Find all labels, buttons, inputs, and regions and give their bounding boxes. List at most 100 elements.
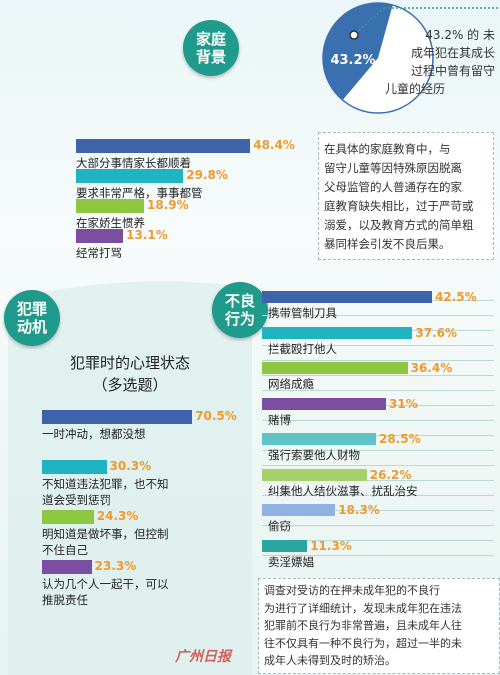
behavior-category-label: 偷窃 xyxy=(268,519,291,533)
family-note: 在具体的家庭教育中，与 留守儿童等因特殊原因脱离 父母监管的人普通存在的家 庭教… xyxy=(324,140,490,254)
motive-category-label: 不住自己 xyxy=(42,543,88,557)
behavior-category-label: 携带管制刀具 xyxy=(268,306,337,320)
behavior-category: 赌博 xyxy=(268,412,498,428)
motive-category-label: 认为几个人一起干，可以 xyxy=(42,577,169,591)
motive-category: 认为几个人一起干，可以 推脱责任 xyxy=(42,576,242,608)
stripe-line xyxy=(262,510,494,511)
family-bar xyxy=(76,139,251,153)
family-category-label: 在家娇生惯养 xyxy=(76,216,145,230)
family-bar xyxy=(76,229,124,243)
text-line: 犯罪前不良行为非常普遍，且未成年人往 xyxy=(264,619,462,632)
family-note-box xyxy=(318,132,494,260)
behavior-bar xyxy=(262,326,413,339)
behavior-value-label: 26.2% xyxy=(369,467,412,482)
behavior-category: 偷窃 xyxy=(268,518,498,534)
motive-bar xyxy=(42,560,92,574)
behavior-category-label: 卖淫嫖娼 xyxy=(268,554,314,569)
family-category-label: 经常打骂 xyxy=(76,246,122,260)
motive-bar xyxy=(42,410,193,424)
motive-value-label: 30.3% xyxy=(109,459,152,473)
motive-bar xyxy=(42,510,94,524)
behavior-value-label: 36.4% xyxy=(410,361,453,375)
motive-title-block: 犯罪时的心理状态 （多选题） xyxy=(40,352,220,396)
stripe-line xyxy=(262,435,494,436)
motive-category: 一时冲动，想都没想 xyxy=(42,426,242,442)
text-line: 成年犯在其成长 xyxy=(410,46,495,60)
text-line: 留守儿童等因特殊原因脱离 xyxy=(324,161,462,175)
pie-slice-label: 43.2% xyxy=(330,53,375,68)
stripe-line xyxy=(262,480,494,481)
family-category: 在家娇生惯养 xyxy=(76,215,316,231)
behavior-category: 强行索要他人财物 xyxy=(268,447,498,463)
motive-category-label: 明知道是做坏事，但控制 xyxy=(42,527,169,541)
badge-line: 犯罪 xyxy=(16,300,47,318)
badge-criminal-motive: 犯罪 动机 xyxy=(4,290,60,346)
family-category-label: 大部分事情家长都顺着 xyxy=(76,156,191,170)
behavior-note: 调查对受访的在押未成年犯的不良行 为进行了详细统计，发现未成年犯在违法 犯罪前不… xyxy=(264,582,496,670)
stripe-line xyxy=(262,345,494,346)
badge-line: 动机 xyxy=(16,318,47,336)
behavior-category-label: 强行索要他人财物 xyxy=(268,448,360,462)
behavior-bar xyxy=(262,468,367,481)
behavior-bar xyxy=(262,433,376,445)
badge-line: 不良 xyxy=(224,292,255,310)
behavior-category-label: 赌博 xyxy=(268,412,291,427)
motive-category: 明知道是做坏事，但控制 不住自己 xyxy=(42,526,242,558)
text-line: 父母监管的人普通存在的家 xyxy=(324,180,462,194)
text-line: 43.2% 的 未 xyxy=(425,28,495,42)
motive-category: 不知道违法犯罪，也不知 道会受到惩罚 xyxy=(42,476,242,508)
badge-bad-behavior: 不良 行为 xyxy=(212,282,268,338)
behavior-category: 网络成瘾 xyxy=(268,376,498,392)
behavior-value-label: 28.5% xyxy=(379,432,421,446)
family-value-label: 29.8% xyxy=(186,168,228,182)
text-line: 在具体的家庭教育中，与 xyxy=(324,142,451,156)
behavior-bar xyxy=(262,291,432,303)
behavior-category-label: 网络成瘾 xyxy=(268,377,314,391)
pie-description: 43.2% 的 未 成年犯在其成长 过程中曾有留守 儿童的经历 xyxy=(385,26,495,98)
behavior-category: 携带管制刀具 xyxy=(268,305,498,321)
stripe-line xyxy=(262,465,494,466)
text-line: 庭教育缺失相比，过于严苛或 xyxy=(324,199,474,213)
stripe-line xyxy=(262,390,494,391)
behavior-value-label: 11.3% xyxy=(310,538,352,553)
badge-family-background: 家庭 背景 xyxy=(183,20,239,76)
motive-title: 犯罪时的心理状态 xyxy=(69,354,190,372)
stripe-line xyxy=(262,375,494,376)
stripe-line xyxy=(262,555,494,556)
motive-value-label: 24.3% xyxy=(96,509,139,523)
stripe-line xyxy=(262,360,494,361)
text-line: 溺爱，以及教育方式的简单粗 xyxy=(324,218,474,232)
family-category: 经常打骂 xyxy=(76,245,316,261)
motive-category-label: 道会受到惩罚 xyxy=(42,493,111,507)
badge-line: 行为 xyxy=(224,310,255,328)
stripe-line xyxy=(262,315,494,316)
pie-marker-dot xyxy=(349,30,359,40)
motive-panel-bg xyxy=(8,281,252,675)
stripe-line xyxy=(262,420,494,421)
behavior-bar xyxy=(262,362,408,374)
family-value-label: 18.9% xyxy=(147,198,189,212)
behavior-bar xyxy=(262,397,386,410)
motive-value-label: 70.5% xyxy=(195,409,237,423)
motive-category-label: 一时冲动，想都没想 xyxy=(42,427,146,441)
behavior-category: 拦截殴打他人 xyxy=(268,341,498,357)
motive-category-label: 推脱责任 xyxy=(42,593,88,607)
motive-panel-svg xyxy=(8,281,252,675)
text-line: 调查对受访的在押未成年犯的不良行 xyxy=(264,584,440,597)
behavior-note-box xyxy=(258,578,500,674)
behavior-value-label: 37.6% xyxy=(415,325,458,340)
motive-category-label: 不知道违法犯罪，也不知 xyxy=(42,477,169,491)
text-line: 成年人未得到及时的矫治。 xyxy=(264,654,396,667)
stripe-line xyxy=(262,540,494,541)
text-line: 暴同样会引发不良后果。 xyxy=(324,237,451,251)
family-value-label: 48.4% xyxy=(253,138,295,152)
pie-chart xyxy=(322,2,434,114)
behavior-category-label: 纠集他人结伙滋事、扰乱治安 xyxy=(268,483,418,498)
pie-svg: 43.2% xyxy=(322,2,500,114)
motive-bar xyxy=(42,460,107,474)
behavior-category-label: 拦截殴打他人 xyxy=(268,341,337,356)
family-category: 要求非常严格，事事都管 xyxy=(76,185,316,201)
stripe-line xyxy=(262,450,494,451)
motive-subtitle: （多选题） xyxy=(92,376,168,394)
